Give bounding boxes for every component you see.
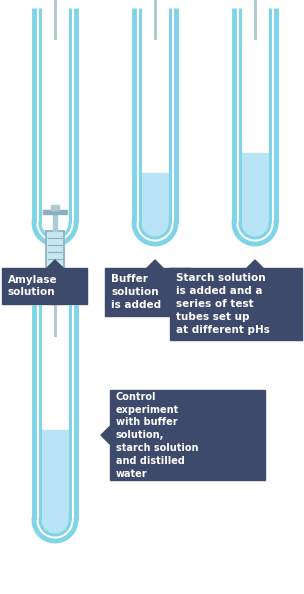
Polygon shape	[101, 426, 110, 444]
Bar	[40, 430, 70, 520]
Text: Starch solution
is added and a
series of test
tubes set up
at different pHs: Starch solution is added and a series of…	[176, 273, 270, 334]
Bar	[140, 173, 170, 223]
Polygon shape	[247, 260, 263, 268]
Bar	[43, 210, 67, 214]
Bar	[2, 268, 87, 304]
Polygon shape	[47, 260, 63, 268]
Polygon shape	[52, 277, 58, 285]
Polygon shape	[240, 223, 270, 238]
Bar	[105, 268, 190, 316]
Bar	[46, 231, 64, 277]
Bar	[51, 206, 59, 210]
Bar	[53, 214, 57, 231]
Polygon shape	[40, 520, 70, 535]
Polygon shape	[140, 223, 170, 238]
Text: Amylase
solution: Amylase solution	[8, 274, 58, 298]
Bar	[240, 153, 270, 223]
Bar	[110, 390, 265, 481]
Bar	[170, 268, 302, 340]
Text: Control
experiment
with buffer
solution,
starch solution
and distilled
water: Control experiment with buffer solution,…	[116, 392, 199, 479]
Bar	[41, 273, 69, 277]
Text: Buffer
solution
is added: Buffer solution is added	[111, 274, 161, 310]
Polygon shape	[147, 260, 163, 268]
